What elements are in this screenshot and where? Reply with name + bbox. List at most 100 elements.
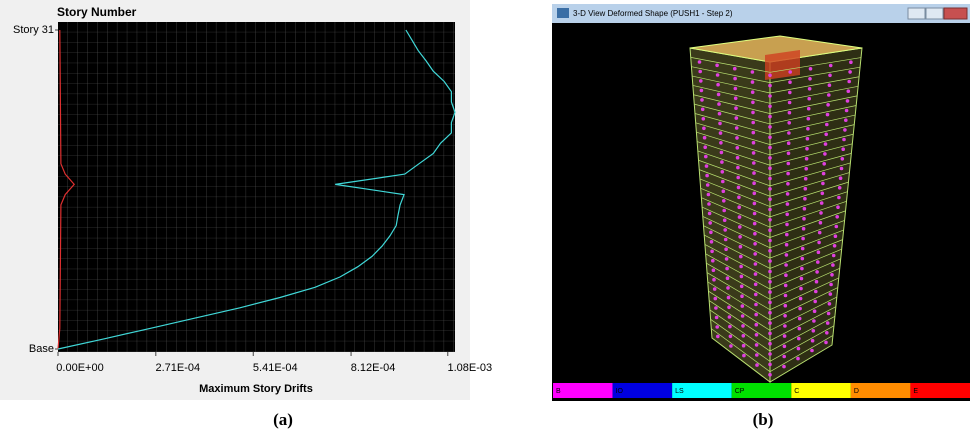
floor-line — [693, 94, 858, 114]
hinge-dot — [828, 63, 833, 68]
hinge-dot — [742, 353, 746, 358]
hinge-dot — [828, 292, 833, 296]
hinge-dot — [805, 146, 809, 151]
y-tick-label: Base — [29, 343, 54, 355]
hinge-dot — [728, 334, 733, 339]
hinge-dot — [736, 185, 741, 190]
hinge-dot — [720, 170, 725, 174]
hinge-dot — [737, 215, 742, 219]
hinge-dot — [825, 112, 830, 117]
close-button[interactable] — [943, 7, 968, 20]
hinge-dot — [798, 306, 802, 311]
hinge-dot — [707, 211, 712, 216]
hinge-dot — [811, 329, 816, 333]
hinge-dot — [833, 234, 838, 238]
floor-line — [690, 57, 862, 73]
hinge-dot — [768, 300, 772, 305]
hinge-dot — [739, 284, 744, 289]
hinge-dot — [787, 100, 792, 105]
hinge-dot — [827, 83, 832, 87]
hinge-dot — [832, 244, 837, 248]
hinge-dot — [752, 171, 756, 175]
hinge-dot — [754, 343, 759, 347]
hinge-dot — [841, 147, 845, 151]
legend-swatch — [850, 383, 911, 398]
hinge-dot — [723, 237, 728, 242]
hinge-dot — [716, 334, 720, 339]
hinge-dot — [733, 76, 737, 81]
hinge-dot — [721, 179, 725, 184]
hinge-dot — [700, 107, 705, 112]
hinge-dot — [847, 79, 851, 84]
floor-line — [699, 169, 850, 197]
hinge-dot — [716, 92, 721, 97]
hinge-dot — [768, 73, 772, 78]
hinge-dot — [753, 252, 757, 256]
hinge-dot — [826, 311, 831, 316]
chart-title: Story Number — [57, 5, 137, 19]
floor-line — [694, 103, 857, 125]
hinge-dot — [803, 176, 808, 181]
hinge-dot — [711, 268, 716, 273]
hinge-dot — [736, 175, 740, 180]
hinge-dot — [834, 224, 839, 229]
hinge-dot — [848, 70, 852, 74]
hinge-dot — [741, 343, 746, 348]
hinge-dot — [768, 166, 772, 170]
hinge-dot — [785, 202, 790, 206]
x-axis-label: Maximum Story Drifts — [199, 383, 313, 395]
legend-label: E — [913, 388, 918, 395]
minimize-button[interactable] — [907, 7, 926, 20]
hinge-dot — [787, 121, 791, 125]
hinge-dot — [768, 156, 772, 160]
hinge-dot — [842, 137, 846, 142]
hinge-dot — [827, 93, 831, 97]
hinge-dot — [739, 274, 744, 279]
hinge-dot — [801, 236, 805, 241]
hinge-dot — [824, 340, 828, 345]
hinge-dot — [768, 280, 772, 284]
hinge-dot — [797, 326, 802, 331]
hinge-dot — [712, 287, 717, 291]
floor-line — [707, 281, 838, 321]
hinge-dot — [722, 199, 726, 203]
hinge-dot — [751, 110, 755, 115]
floor-line — [696, 131, 854, 156]
hinge-dot — [711, 258, 715, 263]
hinge-dot — [768, 145, 772, 150]
hinge-dot — [753, 272, 758, 276]
hinge-dot — [836, 205, 840, 209]
hinge-dot — [787, 110, 792, 115]
floor-line — [700, 187, 848, 218]
hinge-dot — [738, 235, 742, 239]
hinge-dot — [825, 122, 829, 127]
hinge-dot — [717, 111, 722, 116]
hinge-dot — [734, 126, 739, 130]
hinge-dot — [844, 108, 849, 113]
hinge-dot — [786, 151, 791, 156]
hinge-dot — [823, 152, 827, 156]
hinge-dot — [736, 165, 740, 170]
hinge-dot — [817, 240, 821, 245]
hinge-dot — [768, 310, 772, 315]
hinge-dot — [726, 286, 730, 290]
floor-line — [692, 85, 859, 104]
hinge-dot — [803, 186, 808, 191]
hinge-dot — [803, 196, 807, 201]
hinge-dot — [740, 314, 745, 318]
hinge-dot — [837, 186, 842, 190]
hinge-dot — [700, 98, 704, 102]
hinge-dot — [796, 356, 800, 361]
hinge-dot — [810, 338, 815, 343]
x-tick-label: 8.12E-04 — [351, 362, 396, 374]
series-line — [57, 29, 75, 350]
legend-label: LS — [675, 388, 684, 395]
floor-line — [708, 300, 837, 342]
hinge-dot — [724, 247, 728, 251]
maximize-button[interactable] — [925, 7, 944, 20]
hinge-dot — [783, 314, 787, 318]
legend-label: C — [794, 388, 799, 395]
hinge-dot — [717, 102, 721, 106]
hinge-dot — [729, 344, 733, 348]
